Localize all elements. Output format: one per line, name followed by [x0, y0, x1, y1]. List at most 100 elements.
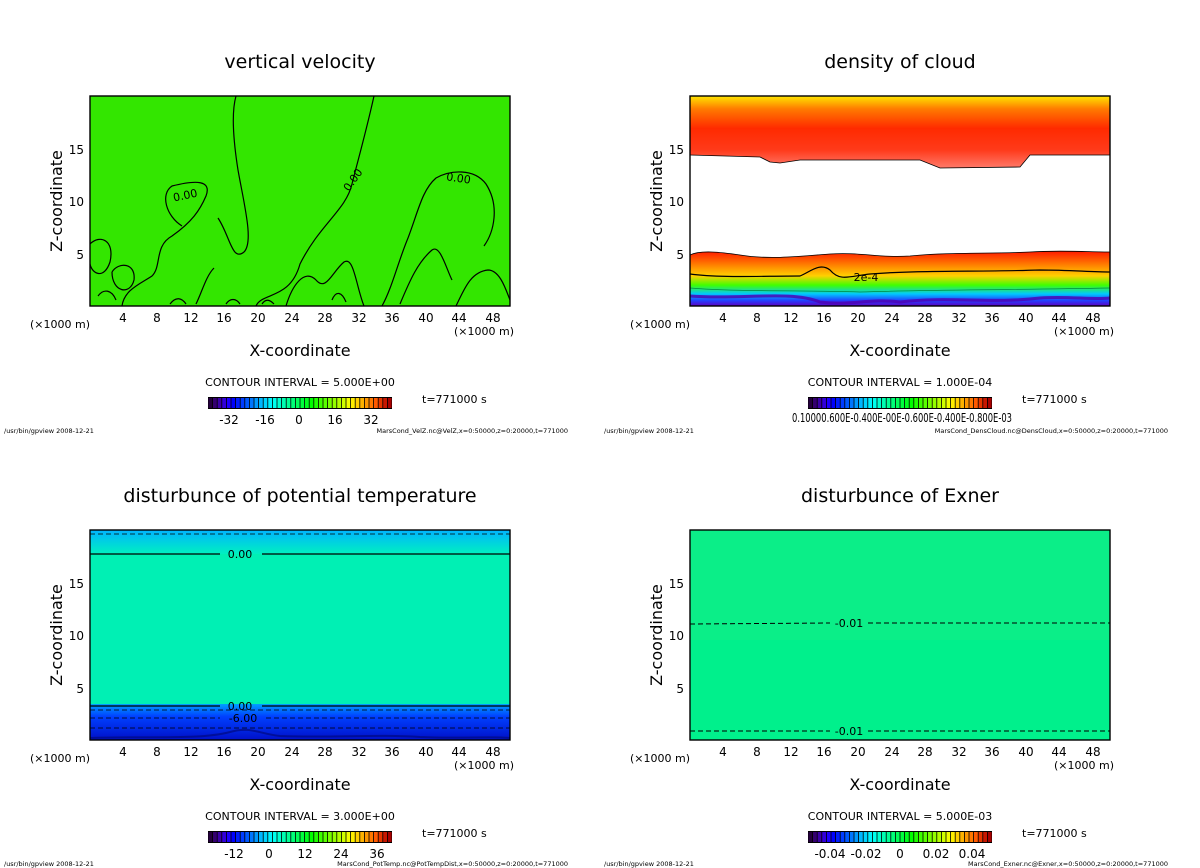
colorbar-label: 0 [295, 413, 303, 427]
x-tick-label: 24 [284, 745, 299, 759]
colorbar-cell [277, 398, 282, 408]
y-tick-label: 15 [69, 143, 84, 157]
colorbar-cell [955, 832, 960, 842]
x-tick-label: 12 [783, 311, 798, 325]
colorbar-cell [863, 398, 868, 408]
colorbar-cell [263, 832, 268, 842]
colorbar-cell [845, 832, 849, 842]
contour-label: 0.00 [445, 170, 471, 186]
x-axis-label: X-coordinate [849, 341, 950, 360]
colorbar-cell [891, 398, 895, 408]
colorbar-cell [928, 398, 932, 408]
colorbar-cell [355, 398, 360, 408]
colorbar-cell [272, 398, 277, 408]
colorbar-cell [813, 832, 817, 842]
x-axis-label: X-coordinate [249, 775, 350, 794]
x-unit-right: (×1000 m) [454, 759, 514, 772]
x-unit-left: (×1000 m) [30, 318, 90, 331]
colorbar-cell [863, 832, 868, 842]
colorbar-cell [222, 832, 226, 842]
colorbar-bg [808, 397, 992, 409]
colorbar-labels: -12 0 12 24 36 [224, 847, 384, 861]
colorbar-cell [983, 398, 987, 408]
colorbar-cell [840, 832, 845, 842]
colorbar-cell [369, 832, 374, 842]
colorbar-cell [932, 398, 937, 408]
colorbar-cell [249, 832, 254, 842]
contour-lines [689, 622, 1110, 732]
time-label: t=771000 s [422, 393, 487, 406]
x-tick-label: 20 [850, 745, 865, 759]
x-unit-left: (×1000 m) [630, 752, 690, 765]
colorbar-cell [974, 832, 978, 842]
contour-interval: CONTOUR INTERVAL = 5.000E+00 [205, 376, 395, 389]
plot-frame [689, 95, 1111, 307]
x-tick-label: 44 [451, 311, 466, 325]
colorbar-cell [877, 832, 882, 842]
colorbar-cell [808, 398, 813, 408]
colorbar-cell [836, 832, 840, 842]
y-tick-label: 15 [669, 577, 684, 591]
y-tick-label: 10 [669, 195, 684, 209]
colorbar-cell [351, 398, 355, 408]
colorbar-cell [369, 398, 374, 408]
x-tick-label: 44 [1051, 311, 1066, 325]
lower-gradient [90, 704, 510, 740]
x-tick-label: 8 [753, 311, 761, 325]
colorbar-cell [987, 398, 992, 408]
colorbar-cell [268, 398, 272, 408]
colorbar-cell [378, 398, 383, 408]
colorbar-labels: -0.04 -0.02 0 0.02 0.04 [814, 847, 985, 861]
colorbar-cell [900, 832, 905, 842]
y-tick-label: 5 [76, 248, 84, 262]
colorbar-cell [314, 398, 318, 408]
colorbar-cell [213, 832, 217, 842]
colorbar-cell [918, 832, 923, 842]
colorbar-bg [808, 831, 992, 843]
colorbar-label: 36 [369, 847, 384, 861]
colorbar-cell [387, 398, 392, 408]
colorbar-cell [914, 398, 918, 408]
colorbar-cell [286, 398, 291, 408]
colorbar-cell [295, 832, 300, 842]
y-tick-labels: 5 10 15 [69, 577, 84, 696]
x-tick-label: 32 [351, 311, 366, 325]
colorbar-cell [877, 398, 882, 408]
footer-right: MarsCond_PotTemp.nc@PotTempDist,x=0:5000… [337, 860, 568, 868]
contour-label: -6.00 [229, 712, 257, 725]
x-tick-label: 12 [783, 745, 798, 759]
x-tick-label: 4 [119, 311, 127, 325]
colorbar-cell [822, 398, 826, 408]
x-tick-label: 4 [119, 745, 127, 759]
colorbar [808, 831, 992, 843]
colorbar-cell [974, 398, 978, 408]
colorbar-cell [895, 398, 900, 408]
colorbar-cell [295, 398, 300, 408]
contour-label: 0.00 [228, 548, 253, 561]
colorbar-cell [291, 398, 295, 408]
colorbar-cell [951, 398, 955, 408]
x-tick-label: 16 [816, 311, 831, 325]
colorbar-cell [272, 832, 277, 842]
x-tick-label: 4 [719, 311, 727, 325]
upper-cloud-layer [690, 96, 1110, 168]
x-tick-label: 36 [384, 311, 399, 325]
colorbar-cell [245, 398, 249, 408]
colorbar-cell [300, 832, 305, 842]
field-background [90, 96, 510, 306]
colorbar-cell [969, 832, 974, 842]
x-tick-label: 20 [850, 311, 865, 325]
colorbar-cell [245, 832, 249, 842]
colorbar-cell [323, 832, 328, 842]
colorbar-cell [928, 832, 932, 842]
chart-title: disturbunce of potential temperature [123, 485, 476, 507]
colorbar-cells [808, 398, 992, 408]
colorbar-cell [831, 398, 836, 408]
x-tick-label: 28 [917, 311, 932, 325]
colorbar-cell [914, 832, 918, 842]
colorbar-cell [813, 398, 817, 408]
colorbar-cell [854, 398, 859, 408]
chart-title: density of cloud [824, 51, 976, 73]
colorbar-cell [231, 832, 236, 842]
